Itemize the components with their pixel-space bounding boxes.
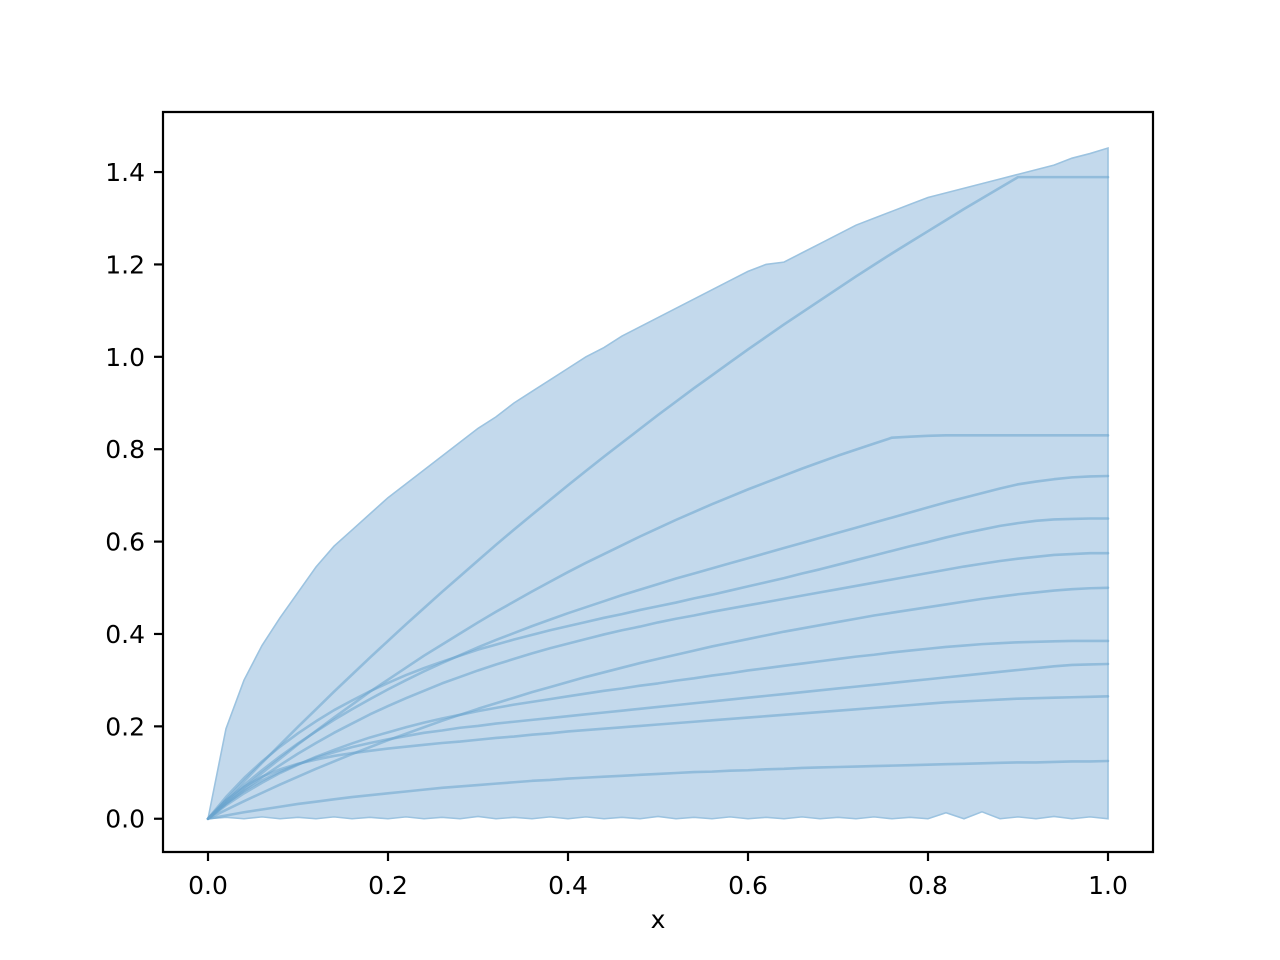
curve-line-8 <box>206 662 1110 821</box>
x-tick-label: 0.8 <box>908 871 948 900</box>
curve-line-7 <box>206 639 1110 821</box>
x-tick-label: 0.0 <box>188 871 228 900</box>
x-tick-label: 1.0 <box>1088 871 1128 900</box>
y-axis-ticks: 0.0 0.2 0.4 0.6 0.8 1.0 1.2 1.4 <box>105 158 163 834</box>
x-tick-label: 0.4 <box>548 871 588 900</box>
y-tick-label: 0.8 <box>105 435 145 464</box>
curve-line-1 <box>206 175 1110 821</box>
x-axis-ticks: 0.0 0.2 0.4 0.6 0.8 1.0 <box>188 852 1128 900</box>
y-tick-label: 0.6 <box>105 528 145 557</box>
y-tick-label: 0.0 <box>105 805 145 834</box>
curve-lines-group <box>206 175 1110 821</box>
y-tick-label: 0.2 <box>105 712 145 741</box>
curve-line-2 <box>206 434 1110 821</box>
axes-spines <box>161 110 1155 854</box>
curve-line-9 <box>206 695 1110 821</box>
y-tick-label: 1.2 <box>105 250 145 279</box>
y-tick-label: 1.4 <box>105 158 145 187</box>
curve-line-4 <box>206 517 1110 821</box>
y-tick-label: 1.0 <box>105 343 145 372</box>
x-tick-label: 0.6 <box>728 871 768 900</box>
curve-line-5 <box>206 551 1110 821</box>
x-tick-label: 0.2 <box>368 871 408 900</box>
curve-line-10 <box>206 759 1110 821</box>
x-axis-label: x <box>651 905 666 934</box>
y-tick-label: 0.4 <box>105 620 145 649</box>
curve-line-3 <box>206 474 1110 821</box>
